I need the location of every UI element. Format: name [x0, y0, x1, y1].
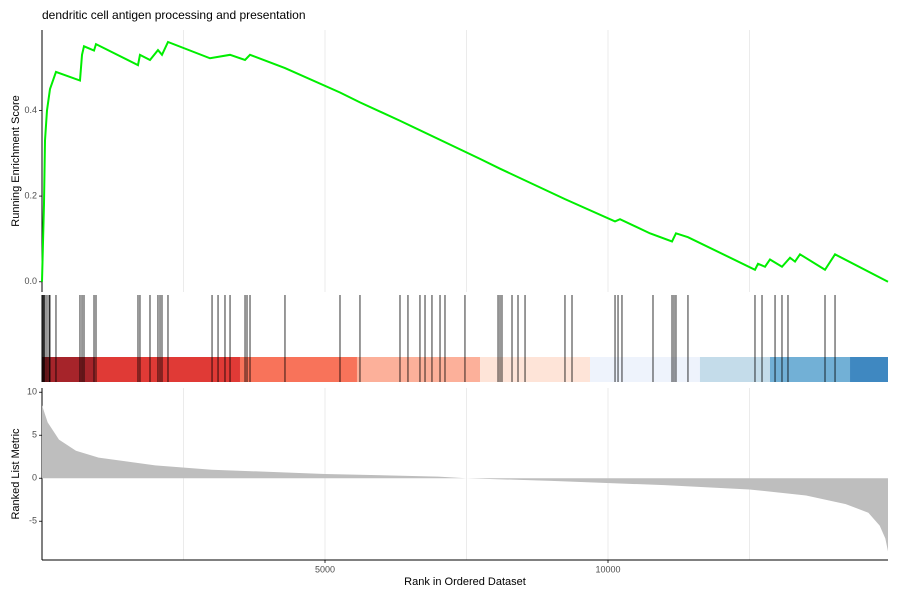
color-band [699, 357, 770, 382]
y-tick-label: 0.4 [24, 105, 37, 115]
color-band [239, 357, 357, 382]
color-band [850, 357, 888, 382]
x-axis-label: Rank in Ordered Dataset [404, 576, 526, 588]
x-tick-label: 10000 [595, 564, 620, 574]
color-band [769, 357, 851, 382]
color-band [590, 357, 700, 382]
metric-area [42, 405, 888, 552]
color-band [480, 357, 591, 382]
y-tick-label: 0.0 [24, 276, 37, 286]
y-tick-label: 0 [32, 473, 37, 483]
y-axis-label: Ranked List Metric [10, 428, 22, 520]
y-axis-label: Running Enrichment Score [10, 95, 22, 226]
y-tick-label: 0.2 [24, 190, 37, 200]
y-tick-label: -5 [29, 516, 37, 526]
y-tick-label: 10 [27, 387, 37, 397]
chart-title: dendritic cell antigen processing and pr… [42, 8, 306, 22]
score-line [41, 40, 889, 283]
color-band [356, 357, 481, 382]
color-band [94, 357, 240, 382]
y-tick-label: 5 [32, 430, 37, 440]
x-tick-label: 5000 [315, 564, 335, 574]
color-band [42, 357, 95, 382]
